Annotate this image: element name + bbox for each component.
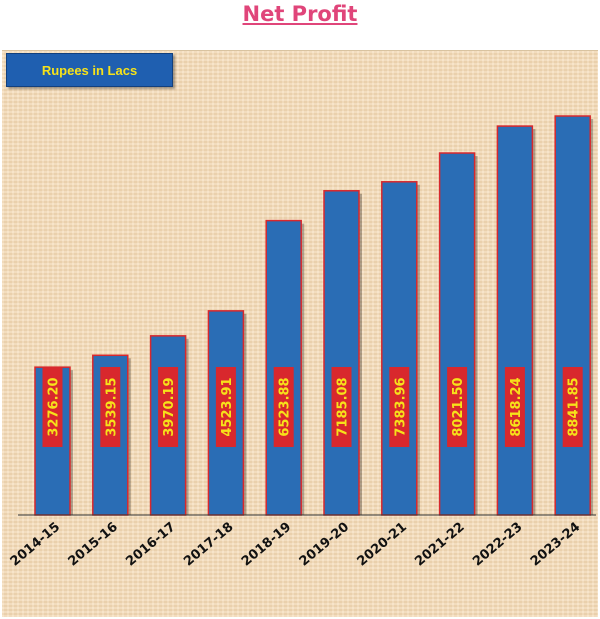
data-label-bg xyxy=(504,367,525,447)
x-tick-label: 2020-21 xyxy=(355,520,410,570)
data-label: 3539.15 xyxy=(100,367,121,447)
data-label-text: 6523.88 xyxy=(278,377,293,436)
data-label-bg xyxy=(100,367,121,447)
data-label: 4523.91 xyxy=(215,367,236,447)
data-label-text: 7185.08 xyxy=(336,377,351,436)
data-label-bg xyxy=(562,367,583,447)
data-label-bg xyxy=(215,367,236,447)
data-label-bg xyxy=(389,367,410,447)
data-label: 6523.88 xyxy=(273,367,294,447)
data-label: 3970.19 xyxy=(158,367,179,447)
data-label-text: 7383.96 xyxy=(393,377,408,436)
x-tick-label: 2023-24 xyxy=(528,520,583,570)
x-tick-label: 2015-16 xyxy=(66,520,121,570)
x-tick-labels-group: 2014-15 2015-16 2016-17 2017-18 2018-19 2019-… xyxy=(8,520,584,570)
x-tick-label: 2021-22 xyxy=(412,520,467,570)
data-label-text: 8618.24 xyxy=(509,377,524,436)
bar xyxy=(438,152,476,516)
data-label: 7185.08 xyxy=(331,367,352,447)
data-label-text: 3970.19 xyxy=(162,377,177,436)
data-label-text: 3539.15 xyxy=(104,377,119,436)
data-label-bg xyxy=(273,367,294,447)
data-label-bg xyxy=(447,367,468,447)
bar xyxy=(323,190,360,516)
x-tick-label: 2022-23 xyxy=(470,520,525,570)
x-tick-label: 2016-17 xyxy=(123,520,178,570)
data-label-bg xyxy=(42,367,63,447)
data-label: 3276.20 xyxy=(42,367,63,447)
x-tick-label: 2017-18 xyxy=(181,520,236,570)
data-label: 8841.85 xyxy=(562,367,583,447)
data-label-bg xyxy=(331,367,352,447)
data-label-text: 3276.20 xyxy=(47,377,62,436)
data-label: 8021.50 xyxy=(447,367,468,447)
data-label-text: 4523.91 xyxy=(220,377,235,436)
bars-group: 3276.20 3539.15 3970.19 4523.91 6523.88 7185.… xyxy=(34,115,594,516)
unit-label-box: Rupees in Lacs xyxy=(6,53,173,87)
data-label-text: 8021.50 xyxy=(451,377,466,436)
x-tick-label: 2019-20 xyxy=(297,520,352,570)
data-label: 8618.24 xyxy=(504,367,525,447)
unit-label: Rupees in Lacs xyxy=(41,62,138,78)
bar xyxy=(554,115,591,516)
data-label-bg xyxy=(158,367,179,447)
x-tick-label: 2014-15 xyxy=(8,520,63,570)
data-label: 7383.96 xyxy=(389,367,410,447)
chart-title: Net Profit xyxy=(242,2,358,26)
bar xyxy=(496,125,534,516)
data-label-text: 8841.85 xyxy=(567,377,582,436)
bar xyxy=(381,181,418,516)
x-tick-label: 2018-19 xyxy=(239,520,294,570)
